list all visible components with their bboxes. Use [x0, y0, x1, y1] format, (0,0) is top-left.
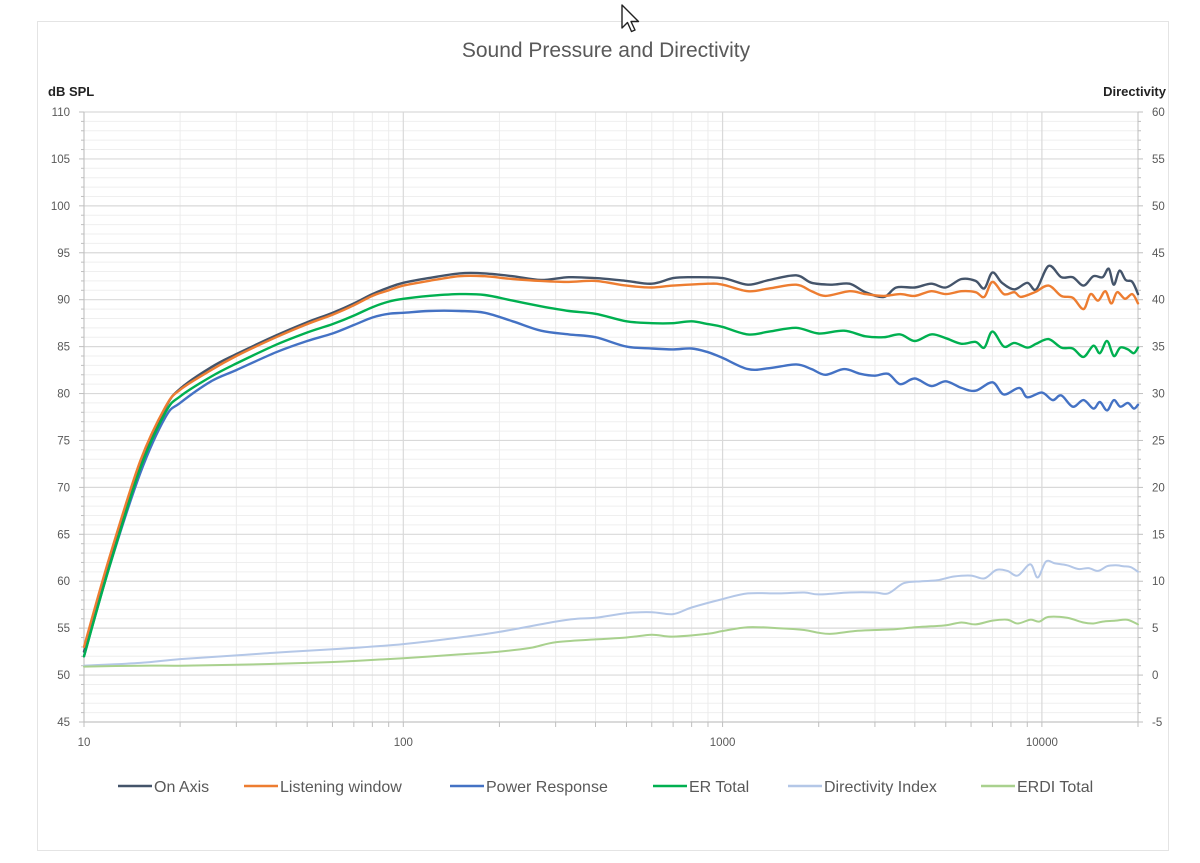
y-tick-label: 55: [57, 623, 70, 635]
y2-tick-label: 60: [1152, 107, 1165, 119]
mouse-cursor-icon: [621, 4, 640, 33]
legend-label-directivity-index: Directivity Index: [824, 779, 937, 796]
x-tick-label: 100: [394, 737, 413, 749]
legend-label-erdi-total: ERDI Total: [1017, 779, 1093, 796]
y2-tick-label: 15: [1152, 529, 1165, 541]
y2-tick-label: 35: [1152, 342, 1165, 354]
y2-axis-title: Directivity: [1103, 84, 1167, 99]
series-listening-window: [82, 274, 1140, 649]
y-tick-label: 45: [57, 717, 70, 729]
y-tick-label: 65: [57, 529, 70, 541]
y-tick-label: 50: [57, 670, 70, 682]
y2-tick-label: 0: [1152, 670, 1158, 682]
series-lines: [82, 264, 1140, 668]
y-axis-title: dB SPL: [48, 84, 94, 99]
legend-label-listening-window: Listening window: [280, 779, 402, 796]
legend: On Axis Listening window Power Response ER …: [118, 779, 1093, 796]
y-tick-label: 100: [51, 201, 70, 213]
y-tick-label: 60: [57, 576, 70, 588]
major-gridlines: [83, 111, 1138, 723]
y2-tick-label: -5: [1152, 717, 1162, 729]
x-tick-label: 10: [78, 737, 91, 749]
legend-label-on-axis: On Axis: [154, 779, 209, 796]
series-directivity-index: [83, 559, 1139, 667]
y2-tick-label: 25: [1152, 435, 1165, 447]
y-tick-label: 85: [57, 342, 70, 354]
y-tick-label: 75: [57, 435, 70, 447]
y-tick-label: 95: [57, 248, 70, 260]
y-tick-label: 90: [57, 295, 70, 307]
y2-tick-label: 50: [1152, 201, 1165, 213]
series-power-response: [82, 309, 1140, 658]
x-tick-label: 10000: [1026, 737, 1058, 749]
x-tick-label: 1000: [710, 737, 736, 749]
y-tick-label: 105: [51, 154, 70, 166]
y2-tick-label: 30: [1152, 389, 1165, 401]
y2-tick-label: 20: [1152, 482, 1165, 494]
y-tick-label: 80: [57, 389, 70, 401]
axes: [79, 111, 1143, 727]
tick-labels: 1101051009590858075706560555045605550454…: [51, 107, 1165, 749]
y-tick-label: 70: [57, 482, 70, 494]
legend-label-er-total: ER Total: [689, 779, 749, 796]
y-tick-label: 110: [52, 107, 70, 119]
y2-tick-label: 10: [1152, 576, 1165, 588]
legend-label-power-response: Power Response: [486, 779, 608, 796]
y2-tick-label: 40: [1152, 295, 1165, 307]
y2-tick-label: 55: [1152, 154, 1165, 166]
chart-title: Sound Pressure and Directivity: [462, 39, 751, 62]
y2-tick-label: 45: [1152, 248, 1165, 260]
series-on-axis: [82, 264, 1140, 653]
series-er-total: [82, 292, 1140, 658]
series-erdi-total: [83, 615, 1139, 668]
y2-tick-label: 5: [1152, 623, 1158, 635]
minor-gridlines: [84, 112, 1139, 722]
